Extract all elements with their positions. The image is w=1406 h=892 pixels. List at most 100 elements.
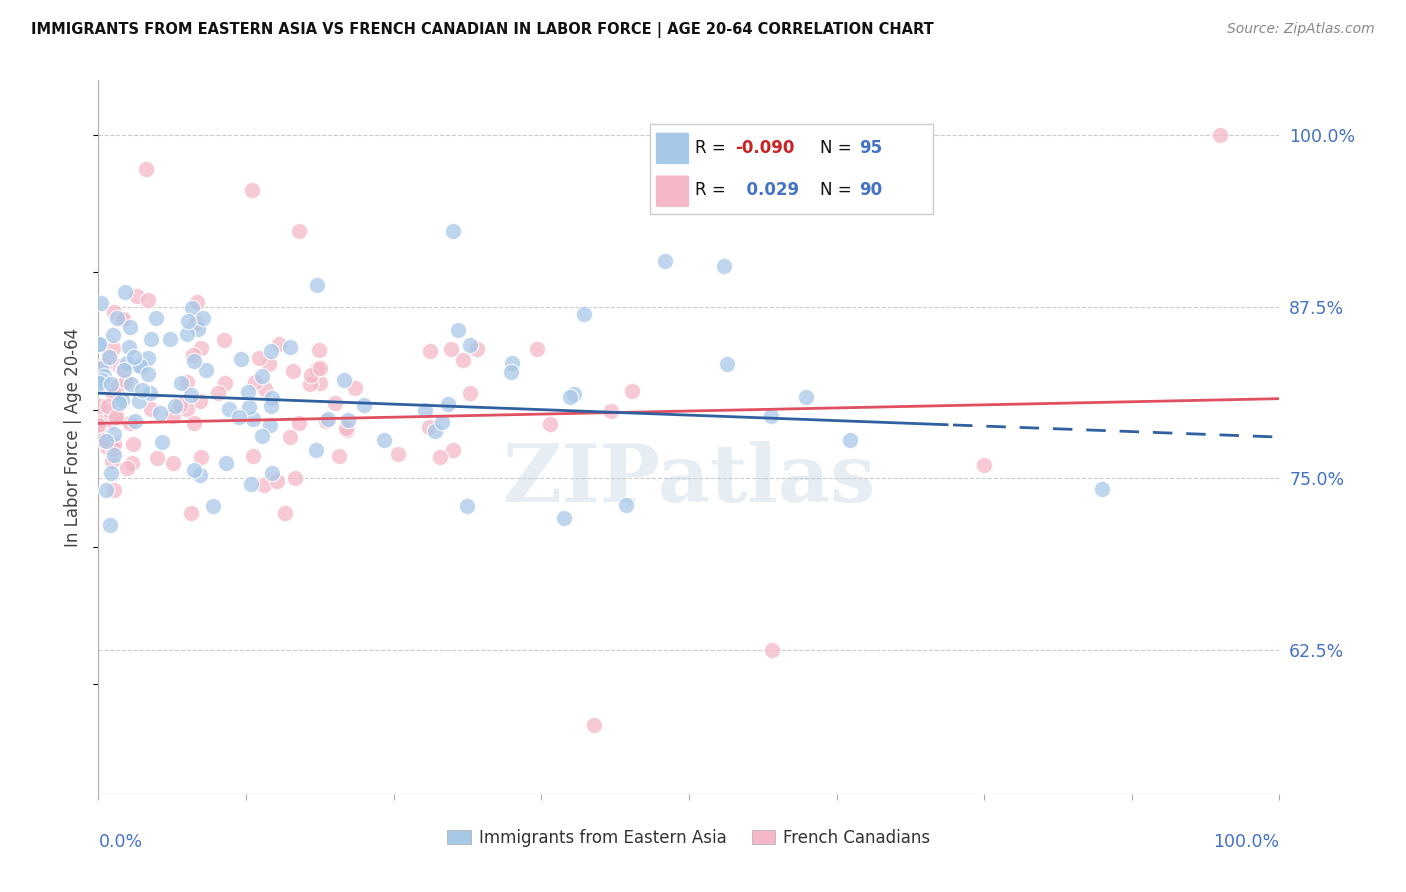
Point xyxy=(266,475,288,489)
Point xyxy=(125,289,148,303)
Point xyxy=(794,390,817,404)
Point xyxy=(124,414,146,428)
Point xyxy=(243,376,266,390)
Point xyxy=(117,461,139,475)
Point xyxy=(96,440,118,454)
Point xyxy=(180,506,202,520)
Point xyxy=(202,499,225,513)
Point xyxy=(193,311,215,326)
Point xyxy=(107,378,129,392)
Point xyxy=(186,294,208,309)
Point xyxy=(315,414,337,428)
Point xyxy=(323,396,346,410)
Point xyxy=(247,351,270,365)
Point xyxy=(465,342,488,356)
Point xyxy=(574,307,596,321)
Point xyxy=(190,450,212,464)
Point xyxy=(283,363,305,377)
Point xyxy=(538,417,561,432)
Point xyxy=(90,296,112,310)
Point xyxy=(501,356,523,370)
Point xyxy=(100,404,122,418)
Point xyxy=(162,456,184,470)
Point xyxy=(103,437,125,451)
Point xyxy=(253,382,276,396)
Point xyxy=(98,517,121,532)
Point xyxy=(100,466,122,480)
FancyBboxPatch shape xyxy=(655,175,689,207)
Point xyxy=(250,429,273,443)
Point xyxy=(149,407,172,421)
Point xyxy=(456,500,478,514)
Point xyxy=(177,314,200,328)
Point xyxy=(94,483,117,498)
Point xyxy=(176,326,198,341)
Point xyxy=(188,468,211,483)
Text: N =: N = xyxy=(820,139,856,157)
Point xyxy=(187,322,209,336)
Text: N =: N = xyxy=(820,181,856,199)
Point xyxy=(135,162,157,177)
Point xyxy=(214,376,236,390)
Point xyxy=(242,449,264,463)
Point xyxy=(299,368,322,382)
Text: 90: 90 xyxy=(859,181,883,199)
Point xyxy=(212,333,235,347)
Point xyxy=(307,361,329,376)
Point xyxy=(761,642,783,657)
Point xyxy=(308,343,330,358)
Point xyxy=(110,393,132,408)
Point xyxy=(654,254,676,268)
Point xyxy=(89,399,111,413)
Point xyxy=(89,336,111,351)
Point xyxy=(169,376,191,391)
Point xyxy=(973,458,995,472)
Point xyxy=(120,320,142,334)
Point xyxy=(215,456,238,470)
Point xyxy=(103,305,125,319)
Point xyxy=(298,376,321,391)
Point xyxy=(145,451,167,466)
Point xyxy=(228,410,250,425)
Point xyxy=(183,463,205,477)
Point xyxy=(107,408,129,422)
Text: 0.0%: 0.0% xyxy=(98,833,142,851)
Point xyxy=(336,423,359,437)
Point xyxy=(328,449,350,463)
Point xyxy=(97,351,120,365)
Point xyxy=(87,376,110,390)
Point xyxy=(139,332,162,346)
Text: IMMIGRANTS FROM EASTERN ASIA VS FRENCH CANADIAN IN LABOR FORCE | AGE 20-64 CORRE: IMMIGRANTS FROM EASTERN ASIA VS FRENCH C… xyxy=(31,22,934,38)
Point xyxy=(120,376,142,391)
Point xyxy=(259,357,281,371)
Point xyxy=(437,397,460,411)
Point xyxy=(176,375,198,389)
Point xyxy=(104,409,127,424)
Point xyxy=(97,415,120,429)
Point xyxy=(558,390,581,404)
Point xyxy=(318,412,340,426)
Point xyxy=(1209,128,1232,143)
Point xyxy=(103,483,125,497)
Point xyxy=(188,393,211,408)
Point xyxy=(136,293,159,307)
Point xyxy=(458,386,481,401)
Point xyxy=(100,377,122,392)
Point xyxy=(267,337,290,351)
Point xyxy=(284,471,307,485)
Point xyxy=(97,399,120,413)
Point xyxy=(242,412,264,426)
Point xyxy=(114,285,136,299)
Point xyxy=(89,413,111,427)
Text: -0.090: -0.090 xyxy=(735,139,794,157)
Point xyxy=(112,363,135,377)
Point xyxy=(107,359,129,373)
Point xyxy=(600,404,623,418)
Point xyxy=(183,354,205,368)
Point xyxy=(240,477,263,491)
Point xyxy=(159,332,181,346)
Point xyxy=(761,409,783,423)
Point xyxy=(152,434,174,449)
Point xyxy=(337,412,360,426)
Point xyxy=(118,340,141,354)
